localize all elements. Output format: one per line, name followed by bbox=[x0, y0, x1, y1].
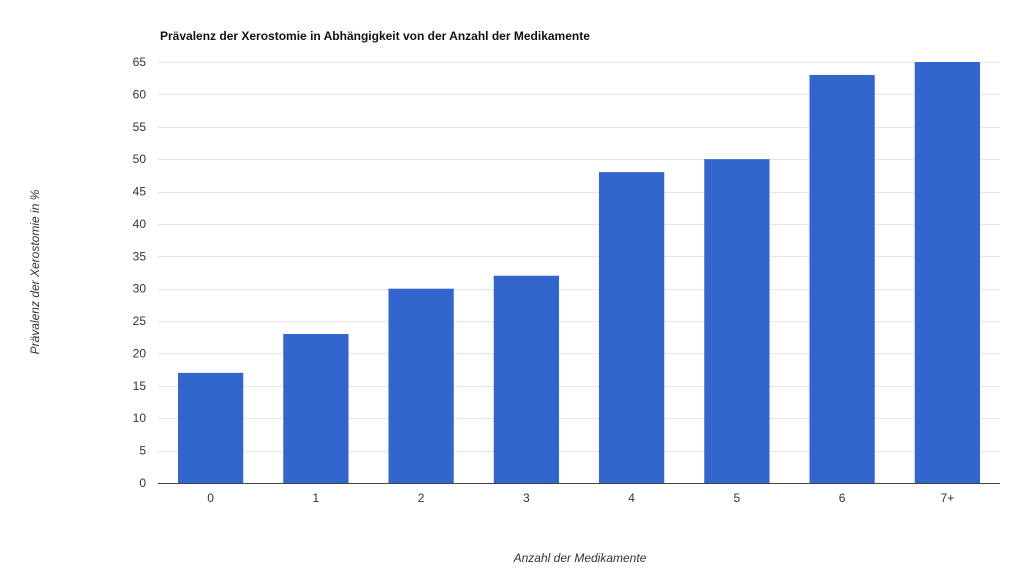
bar-7+[interactable] bbox=[914, 62, 981, 483]
bar-6[interactable] bbox=[809, 74, 875, 483]
y-axis-ticks: 0 5 10 15 20 25 30 35 40 45 50 55 60 65 bbox=[133, 55, 147, 490]
x-tick-label: 2 bbox=[418, 491, 425, 505]
bars bbox=[158, 62, 1000, 484]
chart-title: Prävalenz der Xerostomie in Abhängigkeit… bbox=[160, 29, 590, 43]
y-tick-label: 15 bbox=[133, 379, 147, 393]
bar-5[interactable] bbox=[704, 159, 770, 483]
y-tick-label: 5 bbox=[139, 444, 146, 458]
y-tick-label: 60 bbox=[133, 87, 147, 101]
y-tick-label: 50 bbox=[133, 152, 147, 166]
bar-1[interactable] bbox=[283, 334, 349, 483]
x-tick-label: 0 bbox=[207, 491, 214, 505]
y-tick-label: 40 bbox=[133, 217, 147, 231]
y-tick-label: 45 bbox=[133, 185, 147, 199]
x-axis-title: Anzahl der Medikamente bbox=[513, 551, 647, 565]
y-tick-label: 55 bbox=[133, 120, 147, 134]
y-tick-label: 10 bbox=[133, 411, 147, 425]
y-tick-label: 35 bbox=[133, 249, 147, 263]
x-tick-label: 5 bbox=[734, 491, 741, 505]
y-tick-label: 0 bbox=[139, 476, 146, 490]
x-tick-label: 3 bbox=[523, 491, 530, 505]
y-axis-title: Prävalenz der Xerostomie in % bbox=[28, 189, 42, 354]
bar-4[interactable] bbox=[598, 172, 665, 483]
x-tick-label: 1 bbox=[313, 491, 320, 505]
y-tick-label: 20 bbox=[133, 346, 147, 360]
bar-3[interactable] bbox=[493, 275, 560, 483]
x-tick-label: 7+ bbox=[941, 491, 955, 505]
y-tick-label: 25 bbox=[133, 314, 147, 328]
y-tick-label: 65 bbox=[133, 55, 147, 69]
bar-0[interactable] bbox=[177, 372, 244, 483]
y-tick-label: 30 bbox=[133, 282, 147, 296]
x-axis-ticks: 0 1 2 3 4 5 6 7+ bbox=[207, 491, 954, 505]
x-tick-label: 4 bbox=[628, 491, 635, 505]
x-tick-label: 6 bbox=[839, 491, 846, 505]
bar-2[interactable] bbox=[388, 288, 454, 483]
